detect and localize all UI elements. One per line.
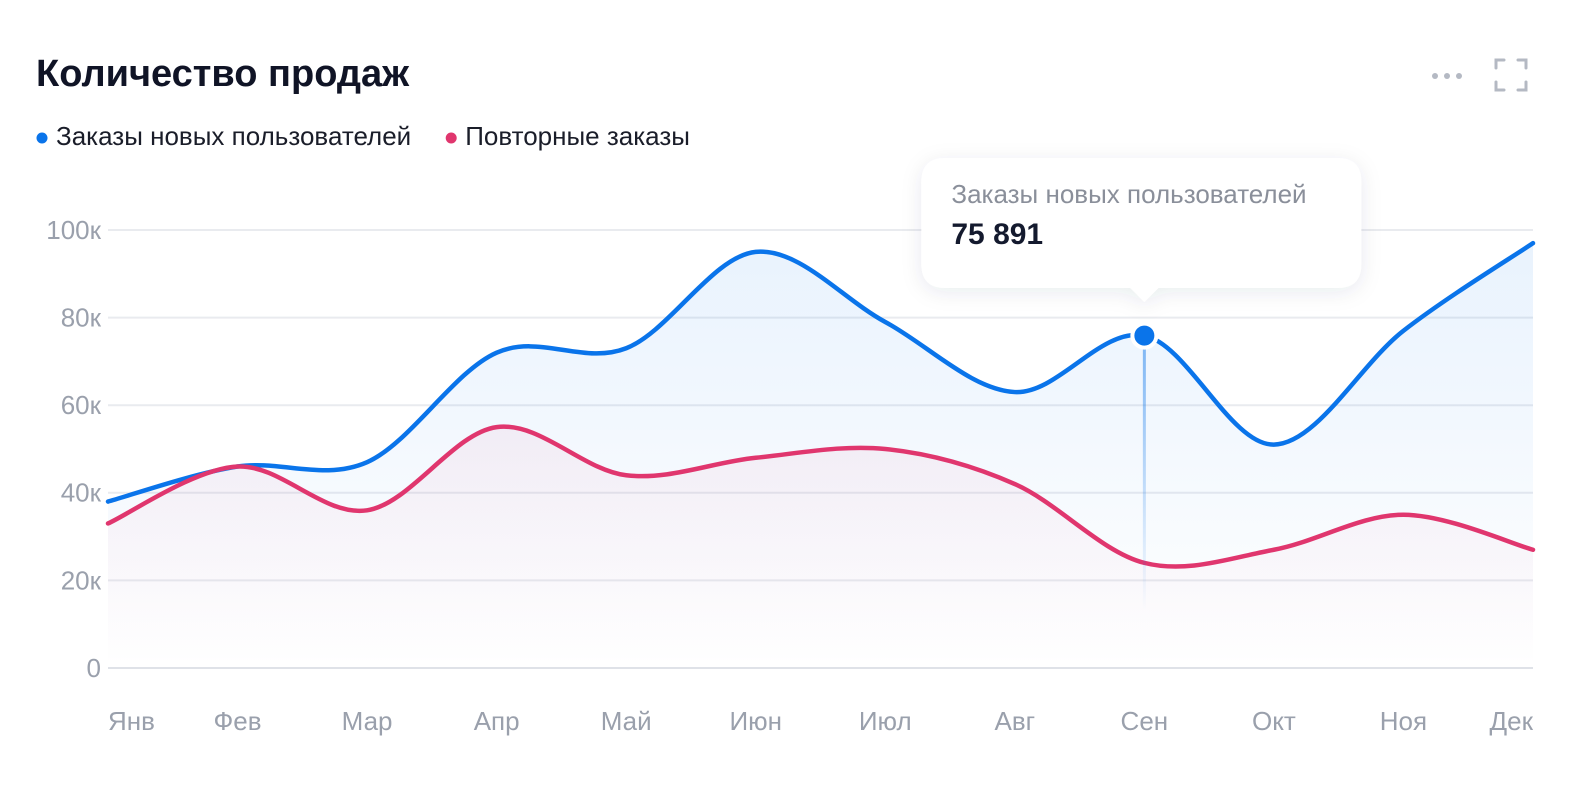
line — [105, 424, 1536, 569]
dot-icon — [1456, 73, 1462, 79]
y-tick-label: 0 — [87, 653, 101, 683]
crosshair — [1142, 335, 1146, 610]
plot — [105, 240, 1536, 668]
point — [1130, 321, 1159, 350]
x-tick-label: Апр — [474, 706, 520, 736]
tooltip-series: Заказы новых пользователей — [951, 179, 1306, 209]
x-tick-label: Янв — [108, 706, 155, 736]
chart-title: Количество продаж — [36, 53, 410, 95]
x-tick-label: Фев — [214, 706, 262, 736]
x-tick-label: Сен — [1121, 706, 1169, 736]
y-tick-label: 100к — [46, 215, 101, 245]
x-tick-label: Ноя — [1380, 706, 1427, 736]
y-tick-label: 40к — [61, 478, 102, 508]
legend-label: Повторные заказы — [465, 121, 690, 151]
dot-icon — [1444, 73, 1450, 79]
x-tick-label: Июл — [859, 706, 912, 736]
line — [105, 240, 1536, 504]
tooltip: Заказы новых пользователей 75 891 — [921, 158, 1362, 610]
legend: Заказы новых пользователей Повторные зака… — [36, 121, 690, 151]
x-tick-label: Июн — [729, 706, 782, 736]
y-tick-label: 80к — [61, 302, 102, 332]
tooltip-value: 75 891 — [951, 218, 1043, 251]
y-tick-label: 60к — [61, 390, 102, 420]
legend-label: Заказы новых пользователей — [56, 121, 411, 151]
x-tick-label: Окт — [1252, 706, 1296, 736]
y-tick-label: 20к — [61, 565, 102, 595]
x-axis: Янв Фев Мар Апр Май Июн Июл Авг Сен Окт Ноя Дек — [108, 706, 1534, 736]
legend-marker — [445, 132, 457, 144]
x-tick-label: Май — [601, 706, 652, 736]
x-tick-label: Авг — [994, 706, 1035, 736]
more-button[interactable] — [1432, 73, 1462, 79]
fullscreen-button[interactable] — [1494, 58, 1528, 92]
dot-icon — [1432, 73, 1438, 79]
x-tick-label: Мар — [342, 706, 393, 736]
tooltip-box — [921, 158, 1362, 302]
legend-marker — [36, 132, 48, 144]
x-tick-label: Дек — [1490, 706, 1534, 736]
area — [108, 426, 1533, 668]
